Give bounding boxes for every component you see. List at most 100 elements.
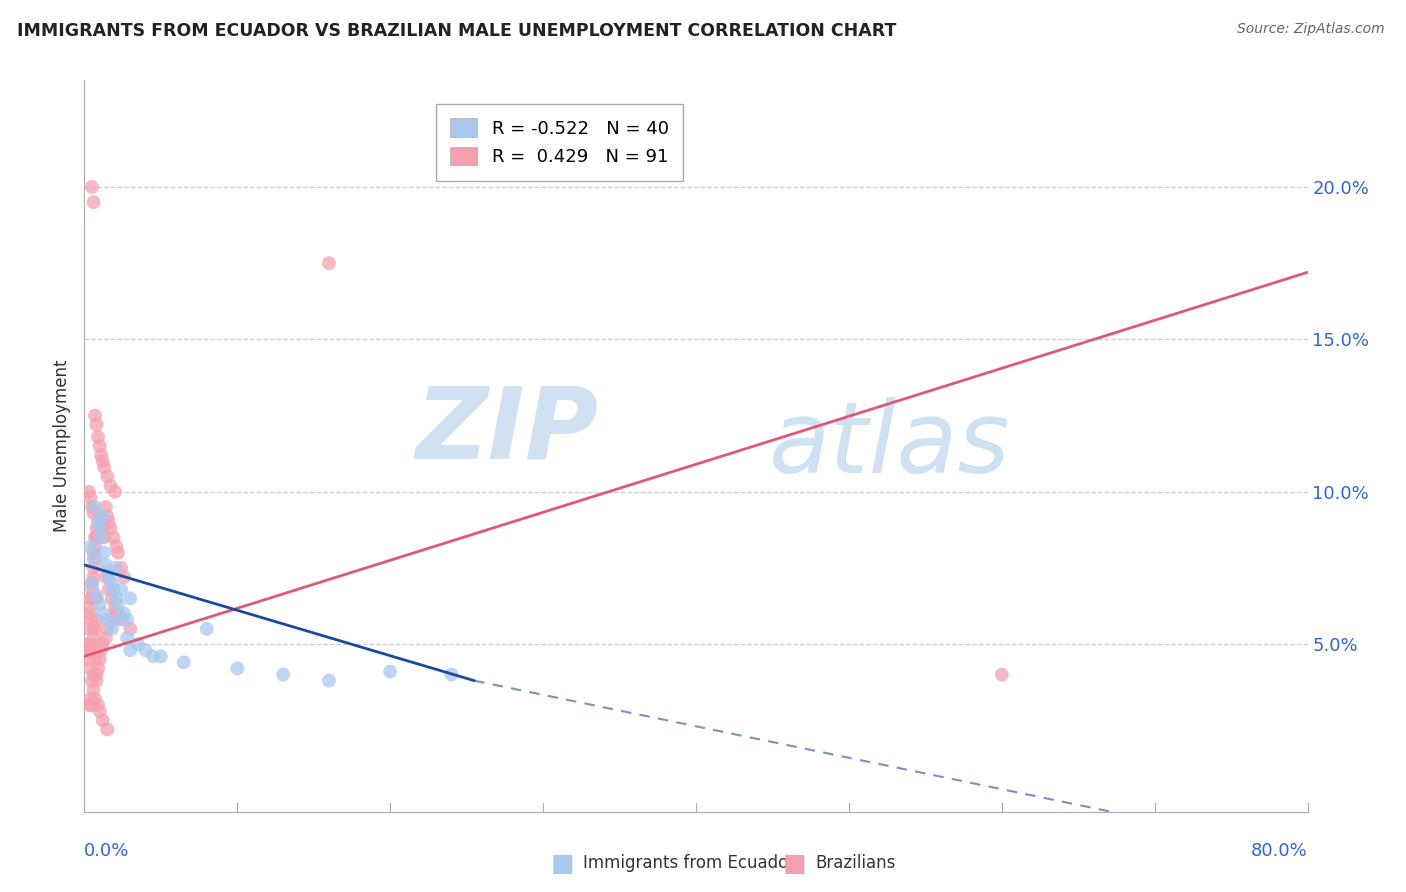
Point	[94, 631, 117, 645]
Point	[80, 591, 103, 606]
Point	[86, 417, 108, 432]
Point	[79, 591, 101, 606]
Point	[98, 478, 121, 492]
Point	[91, 607, 114, 621]
Point	[79, 540, 101, 554]
Point	[96, 509, 118, 524]
Point	[83, 570, 105, 584]
Point	[86, 521, 108, 535]
Point	[86, 591, 108, 606]
Point	[101, 622, 124, 636]
Point	[120, 622, 142, 636]
Point	[80, 637, 103, 651]
Point	[120, 591, 142, 606]
Point	[76, 637, 98, 651]
Text: ZIP: ZIP	[415, 383, 598, 480]
Point	[110, 582, 132, 597]
Point	[76, 643, 98, 657]
Point	[104, 607, 127, 621]
Point	[83, 506, 105, 520]
Point	[104, 484, 127, 499]
Point	[87, 430, 110, 444]
Text: Immigrants from Ecuador: Immigrants from Ecuador	[583, 855, 796, 872]
Point	[318, 673, 340, 688]
Point	[112, 570, 135, 584]
Point	[135, 643, 157, 657]
Point	[89, 439, 111, 453]
Point	[440, 667, 463, 681]
Point	[80, 576, 103, 591]
Point	[103, 530, 125, 544]
Point	[271, 667, 294, 681]
Point	[89, 598, 111, 612]
Point	[98, 521, 121, 535]
Point	[110, 561, 132, 575]
Point	[84, 500, 107, 514]
Point	[87, 530, 110, 544]
Point	[115, 613, 138, 627]
Point	[80, 698, 103, 712]
Point	[91, 521, 114, 535]
Point	[77, 643, 100, 657]
Point	[101, 576, 124, 591]
Point	[84, 692, 107, 706]
Text: ■: ■	[783, 852, 806, 875]
Point	[90, 515, 112, 529]
Point	[91, 509, 114, 524]
Point	[79, 600, 101, 615]
Y-axis label: Male Unemployment: Male Unemployment	[53, 359, 72, 533]
Point	[77, 622, 100, 636]
Point	[90, 530, 112, 544]
Text: ■: ■	[551, 852, 574, 875]
Point	[80, 500, 103, 514]
Point	[84, 540, 107, 554]
Point	[127, 637, 149, 651]
Point	[96, 723, 118, 737]
Point	[94, 500, 117, 514]
Point	[107, 546, 129, 560]
Point	[107, 613, 129, 627]
Point	[96, 564, 118, 578]
Point	[77, 698, 100, 712]
Point	[80, 673, 103, 688]
Point	[84, 409, 107, 423]
Point	[87, 698, 110, 712]
Text: atlas: atlas	[769, 398, 1011, 494]
Point	[87, 515, 110, 529]
Point	[142, 649, 165, 664]
Point	[103, 582, 125, 597]
Text: IMMIGRANTS FROM ECUADOR VS BRAZILIAN MALE UNEMPLOYMENT CORRELATION CHART: IMMIGRANTS FROM ECUADOR VS BRAZILIAN MAL…	[17, 22, 896, 40]
Point	[89, 521, 111, 535]
Point	[77, 652, 100, 666]
Point	[83, 622, 105, 636]
Point	[318, 256, 340, 270]
Point	[94, 570, 117, 584]
Point	[105, 540, 128, 554]
Point	[104, 561, 127, 575]
Point	[104, 600, 127, 615]
Point	[79, 613, 101, 627]
Point	[90, 448, 112, 462]
Point	[93, 546, 115, 560]
Point	[91, 454, 114, 468]
Point	[79, 491, 101, 505]
Point	[112, 607, 135, 621]
Point	[97, 515, 120, 529]
Text: 80.0%: 80.0%	[1251, 842, 1308, 860]
Point	[89, 652, 111, 666]
Point	[89, 509, 111, 524]
Point	[101, 613, 124, 627]
Point	[105, 591, 128, 606]
Point	[83, 682, 105, 697]
Legend: R = -0.522   N = 40, R =  0.429   N = 91: R = -0.522 N = 40, R = 0.429 N = 91	[436, 104, 683, 180]
Point	[89, 704, 111, 718]
Point	[83, 546, 105, 560]
Point	[96, 622, 118, 636]
Point	[87, 515, 110, 529]
Point	[93, 460, 115, 475]
Point	[83, 667, 105, 681]
Point	[83, 195, 105, 210]
Point	[79, 692, 101, 706]
Point	[173, 656, 195, 670]
Point	[89, 521, 111, 535]
